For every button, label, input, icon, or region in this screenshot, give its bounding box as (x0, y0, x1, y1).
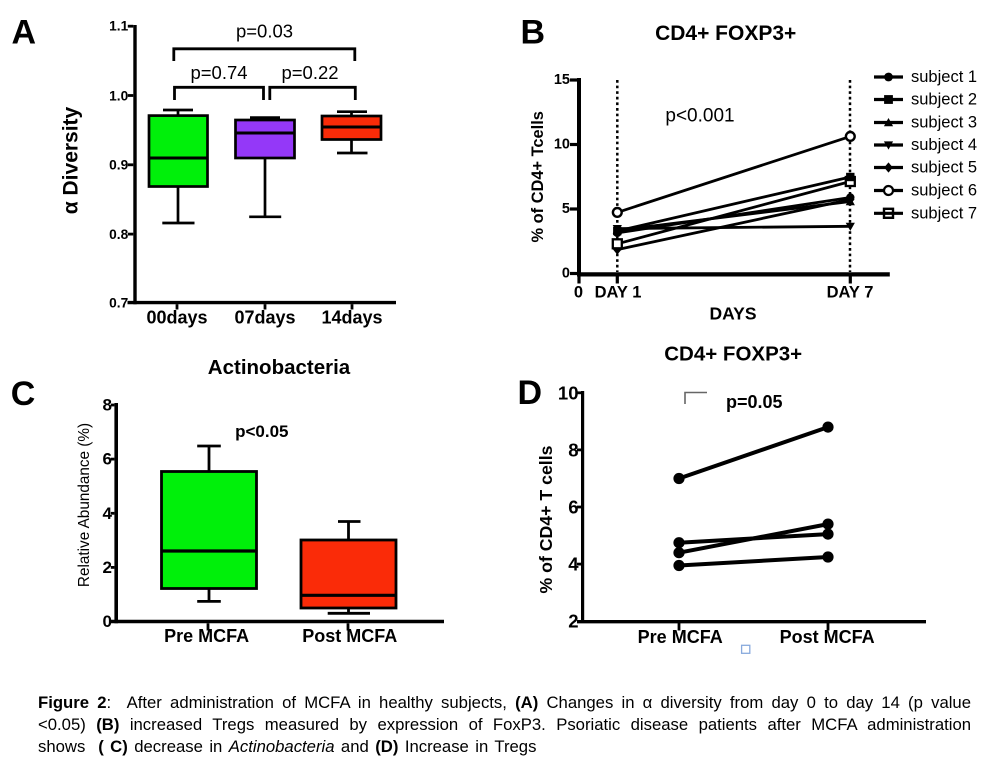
svg-text:Pre MCFA: Pre MCFA (638, 627, 723, 647)
svg-text:1.0: 1.0 (109, 88, 128, 103)
svg-text:1.1: 1.1 (109, 19, 128, 34)
svg-text:4: 4 (568, 554, 579, 575)
svg-text:p<0.001: p<0.001 (665, 106, 734, 127)
svg-text:% of CD4+ T cells: % of CD4+ T cells (536, 445, 556, 593)
svg-text:DAY 1: DAY 1 (595, 284, 642, 302)
svg-text:DAYS: DAYS (709, 304, 756, 324)
svg-text:6: 6 (568, 497, 578, 518)
svg-text:p=0.05: p=0.05 (726, 392, 783, 412)
svg-text:Post MCFA: Post MCFA (780, 627, 875, 647)
svg-text:D: D (518, 374, 543, 412)
svg-text:p=0.74: p=0.74 (190, 62, 247, 83)
svg-text:Relative Abundance (%): Relative Abundance (%) (76, 423, 93, 587)
svg-text:p<0.05: p<0.05 (235, 422, 288, 441)
svg-text:2: 2 (103, 558, 112, 577)
svg-text:α Diversity: α Diversity (60, 106, 83, 214)
svg-text:subject 6: subject 6 (911, 182, 977, 200)
svg-text:0: 0 (103, 612, 112, 631)
svg-text:0: 0 (562, 266, 570, 282)
svg-text:p=0.22: p=0.22 (281, 62, 338, 83)
svg-text:A: A (12, 13, 37, 51)
svg-text:C: C (11, 375, 36, 413)
svg-text:Pre MCFA: Pre MCFA (164, 626, 249, 646)
svg-text:% of CD4+ Tcells: % of CD4+ Tcells (529, 111, 547, 242)
svg-text:10: 10 (554, 137, 570, 153)
svg-text:subject 4: subject 4 (911, 136, 977, 154)
svg-text:0.7: 0.7 (109, 296, 128, 311)
svg-text:14days: 14days (321, 308, 382, 328)
svg-text:10: 10 (558, 382, 579, 403)
svg-text:8: 8 (103, 396, 112, 415)
svg-text:4: 4 (103, 504, 113, 523)
svg-text:07days: 07days (234, 308, 295, 328)
svg-text:0: 0 (574, 284, 583, 302)
svg-text:8: 8 (568, 439, 578, 460)
svg-text:subject 3: subject 3 (911, 114, 977, 132)
svg-text:CD4+ FOXP3+: CD4+ FOXP3+ (655, 22, 796, 45)
svg-text:p=0.03: p=0.03 (236, 20, 293, 41)
svg-text:2: 2 (568, 611, 578, 632)
svg-text:6: 6 (103, 450, 112, 469)
svg-text:subject 1: subject 1 (911, 68, 977, 86)
svg-text:B: B (521, 14, 546, 52)
svg-text:5: 5 (562, 201, 570, 217)
svg-text:00days: 00days (146, 308, 207, 328)
svg-text:subject 2: subject 2 (911, 91, 977, 109)
svg-text:0.8: 0.8 (109, 227, 128, 242)
svg-text:subject 7: subject 7 (911, 204, 977, 222)
svg-text:DAY 7: DAY 7 (827, 284, 874, 302)
svg-text:0.9: 0.9 (109, 158, 128, 173)
svg-text:subject 5: subject 5 (911, 159, 977, 177)
svg-text:CD4+ FOXP3+: CD4+ FOXP3+ (664, 342, 802, 365)
svg-text:Post MCFA: Post MCFA (302, 626, 397, 646)
svg-text:Actinobacteria: Actinobacteria (208, 356, 351, 379)
svg-text:15: 15 (554, 72, 570, 88)
